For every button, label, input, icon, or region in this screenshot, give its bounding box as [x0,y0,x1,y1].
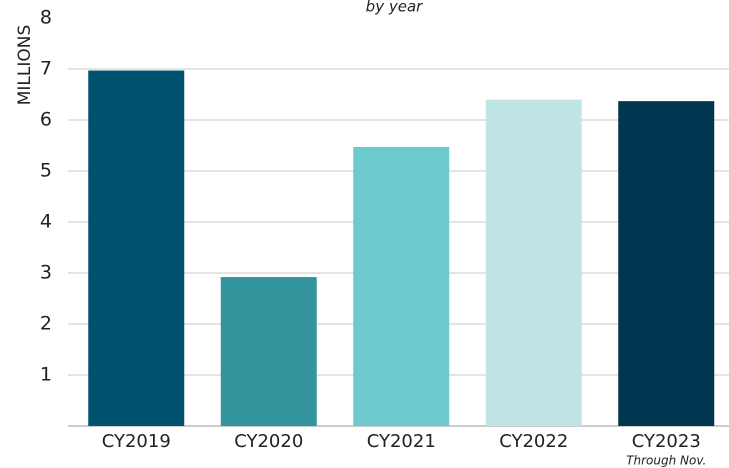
bar [88,70,185,426]
y-tick-label: 3 [40,262,52,284]
bar [353,147,450,426]
chart-subtitle: by year [366,0,423,16]
x-tick-label: CY2022 [499,431,568,452]
x-tick-label: CY2023 [632,431,701,452]
x-tick-label: CY2019 [102,431,171,452]
y-tick-label: 1 [40,364,52,386]
x-tick-label: CY2020 [234,431,303,452]
bar [485,99,582,426]
annotation: Through Nov. [626,454,706,468]
y-tick-label: 7 [40,58,52,80]
bar [220,277,317,426]
y-tick-label: 2 [40,313,52,335]
y-tick-label: 6 [40,109,52,131]
bar [618,101,715,426]
y-tick-label: 8 [40,7,52,29]
x-tick-label: CY2021 [367,431,436,452]
y-axis-label: MILLIONS [15,25,35,106]
y-tick-label: 4 [40,211,52,233]
y-tick-label: 5 [40,160,52,182]
